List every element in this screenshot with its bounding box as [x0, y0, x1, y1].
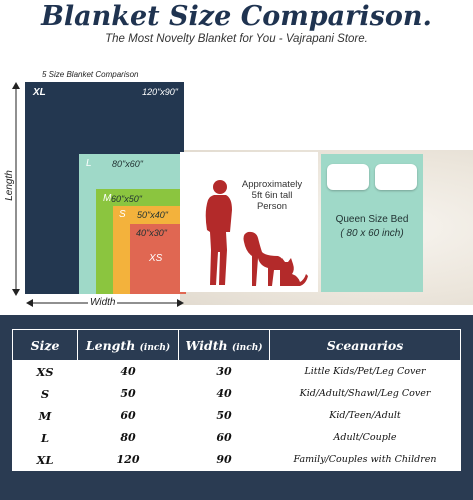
dog-silhouette: [243, 231, 284, 286]
person-head: [213, 180, 227, 194]
blanket-dims-s: 50"x40": [137, 210, 168, 220]
person-text: Approximately 5ft 6in tall Person: [228, 179, 316, 212]
blanket-dims-xs: 40"x30": [136, 228, 167, 238]
person-text-line-2: 5ft 6in tall: [251, 190, 293, 201]
person-panel: Approximately 5ft 6in tall Person: [180, 152, 318, 292]
blanket-size-m: M: [103, 193, 112, 204]
cell-size: S: [12, 382, 78, 405]
person-text-line-3: Person: [256, 201, 288, 212]
table-row: L 80 60 Adult/Couple: [12, 426, 461, 449]
length-label: Length: [3, 170, 15, 201]
queen-bed-title: Queen Size Bed: [335, 214, 409, 225]
blanket-size-l: L: [86, 158, 92, 169]
cell-scenario: Adult/Couple: [269, 426, 461, 449]
person-dog-cat-illustration: [205, 180, 308, 286]
header-width: Width (inch): [178, 329, 270, 361]
cell-length: 80: [77, 426, 179, 449]
blanket-size-xl: XL: [33, 87, 46, 98]
page-subtitle: The Most Novelty Blanket for You - Vajra…: [105, 33, 368, 45]
blanket-dims-xl: 120"x90": [142, 87, 178, 97]
cell-scenario: Kid/Teen/Adult: [269, 404, 461, 427]
cell-size: L: [12, 426, 78, 449]
blanket-dims-m: 60"x50": [111, 194, 142, 204]
diagram-label: 5 Size Blanket Comparison: [42, 70, 139, 79]
table-header-row: Size Length (inch) Width (inch) Sceanari…: [12, 329, 461, 361]
blanket-size-s: S: [119, 209, 126, 220]
table-row: S 50 40 Kid/Adult/Shawl/Leg Cover: [12, 382, 461, 405]
cell-length: 50: [77, 382, 179, 405]
cat-silhouette: [280, 258, 308, 286]
pillow-left: [327, 164, 369, 190]
header-size: Size: [12, 329, 78, 361]
header-length: Length (inch): [77, 329, 179, 361]
queen-bed-dims: ( 80 x 60 inch): [340, 228, 404, 239]
cell-scenario: Kid/Adult/Shawl/Leg Cover: [269, 382, 461, 405]
blanket-size-xs: XS: [149, 253, 163, 264]
size-table: Size Length (inch) Width (inch) Sceanari…: [12, 329, 461, 471]
person-text-line-1: Approximately: [241, 179, 303, 190]
cell-width: 50: [178, 404, 270, 427]
width-label: Width: [88, 297, 118, 308]
cell-length: 120: [77, 448, 179, 471]
cell-scenario: Family/Couples with Children: [269, 448, 461, 471]
person-body: [205, 195, 232, 285]
cell-width: 40: [178, 382, 270, 405]
pillow-right: [375, 164, 417, 190]
header-scenarios: Sceanarios: [269, 329, 461, 361]
cell-length: 40: [77, 360, 179, 383]
cell-size: M: [12, 404, 78, 427]
cell-width: 60: [178, 426, 270, 449]
cell-width: 90: [178, 448, 270, 471]
table-row: M 60 50 Kid/Teen/Adult: [12, 404, 461, 427]
cell-length: 60: [77, 404, 179, 427]
cell-scenario: Little Kids/Pet/Leg Cover: [269, 360, 461, 383]
cell-width: 30: [178, 360, 270, 383]
cell-size: XL: [12, 448, 78, 471]
queen-bed: Queen Size Bed ( 80 x 60 inch): [321, 154, 423, 292]
blanket-block-xs: 40"x30" XS: [130, 224, 186, 294]
page-title: Blanket Size Comparison.: [41, 1, 432, 32]
blanket-dims-l: 80"x60": [112, 159, 143, 169]
length-arrow: [12, 82, 20, 296]
table-row: XL 120 90 Family/Couples with Children: [12, 448, 461, 471]
cell-size: XS: [12, 360, 78, 383]
table-row: XS 40 30 Little Kids/Pet/Leg Cover: [12, 360, 461, 383]
